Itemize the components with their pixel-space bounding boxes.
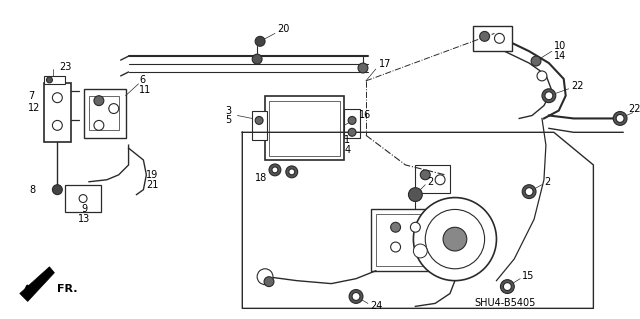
Text: 16: 16 <box>359 110 371 121</box>
Circle shape <box>272 167 278 173</box>
Circle shape <box>408 188 422 202</box>
Text: 20: 20 <box>277 25 289 34</box>
Circle shape <box>420 170 430 180</box>
Circle shape <box>286 166 298 178</box>
Circle shape <box>495 33 504 43</box>
Text: 14: 14 <box>554 51 566 61</box>
Text: 23: 23 <box>60 62 72 72</box>
Circle shape <box>349 290 363 303</box>
Text: SHU4-B5405: SHU4-B5405 <box>475 298 536 308</box>
Text: 8: 8 <box>29 185 36 195</box>
Circle shape <box>52 121 62 130</box>
Circle shape <box>613 112 627 125</box>
Circle shape <box>348 116 356 124</box>
Circle shape <box>255 116 263 124</box>
Text: 22: 22 <box>572 81 584 91</box>
Circle shape <box>358 63 368 73</box>
Circle shape <box>52 93 62 103</box>
Bar <box>89 96 118 130</box>
Circle shape <box>545 92 553 100</box>
Text: 21: 21 <box>147 180 159 190</box>
Circle shape <box>522 185 536 198</box>
Circle shape <box>79 195 87 203</box>
Circle shape <box>252 54 262 64</box>
Circle shape <box>109 104 118 114</box>
Text: FR.: FR. <box>58 284 78 293</box>
Circle shape <box>504 283 511 291</box>
Circle shape <box>531 56 541 66</box>
Polygon shape <box>20 267 54 301</box>
Bar <box>265 96 344 160</box>
Circle shape <box>94 96 104 106</box>
Text: 18: 18 <box>255 173 268 183</box>
Circle shape <box>413 244 428 258</box>
Text: 4: 4 <box>344 145 350 155</box>
Bar <box>84 89 125 138</box>
Text: 11: 11 <box>140 85 152 95</box>
Text: 10: 10 <box>554 41 566 51</box>
Circle shape <box>479 32 490 41</box>
Circle shape <box>425 210 484 269</box>
Circle shape <box>390 242 401 252</box>
Circle shape <box>616 115 624 122</box>
Bar <box>344 108 360 138</box>
Bar <box>252 111 267 140</box>
Circle shape <box>264 277 274 286</box>
Text: 22: 22 <box>628 104 640 114</box>
Circle shape <box>410 222 420 232</box>
Circle shape <box>390 222 401 232</box>
Text: 1: 1 <box>344 135 350 145</box>
Circle shape <box>500 280 515 293</box>
Bar <box>415 165 450 193</box>
Text: 2: 2 <box>544 177 550 187</box>
Bar <box>44 83 71 142</box>
Circle shape <box>537 71 547 81</box>
Bar <box>376 214 440 266</box>
Circle shape <box>435 175 445 185</box>
Circle shape <box>255 36 265 46</box>
Text: 17: 17 <box>379 59 391 69</box>
Text: 9: 9 <box>81 204 87 214</box>
Bar <box>473 26 512 51</box>
Circle shape <box>94 121 104 130</box>
Text: 6: 6 <box>140 75 145 85</box>
Bar <box>269 101 340 156</box>
Text: 24: 24 <box>370 301 382 311</box>
Circle shape <box>52 185 62 195</box>
Text: 15: 15 <box>522 271 534 281</box>
Circle shape <box>542 89 556 103</box>
Bar <box>65 185 101 212</box>
Circle shape <box>443 227 467 251</box>
Circle shape <box>352 293 360 300</box>
Text: 2: 2 <box>428 177 433 187</box>
Text: 3: 3 <box>225 106 232 115</box>
Bar <box>44 76 65 84</box>
Text: 7: 7 <box>28 91 34 101</box>
Circle shape <box>525 188 533 196</box>
Bar <box>371 210 445 271</box>
Text: 12: 12 <box>28 103 40 113</box>
Circle shape <box>289 169 294 175</box>
Text: 5: 5 <box>225 115 232 125</box>
Circle shape <box>269 164 281 176</box>
Circle shape <box>47 77 52 83</box>
Text: 19: 19 <box>147 170 159 180</box>
Circle shape <box>348 128 356 136</box>
Text: 13: 13 <box>78 214 90 224</box>
Circle shape <box>413 197 497 281</box>
Circle shape <box>257 269 273 285</box>
